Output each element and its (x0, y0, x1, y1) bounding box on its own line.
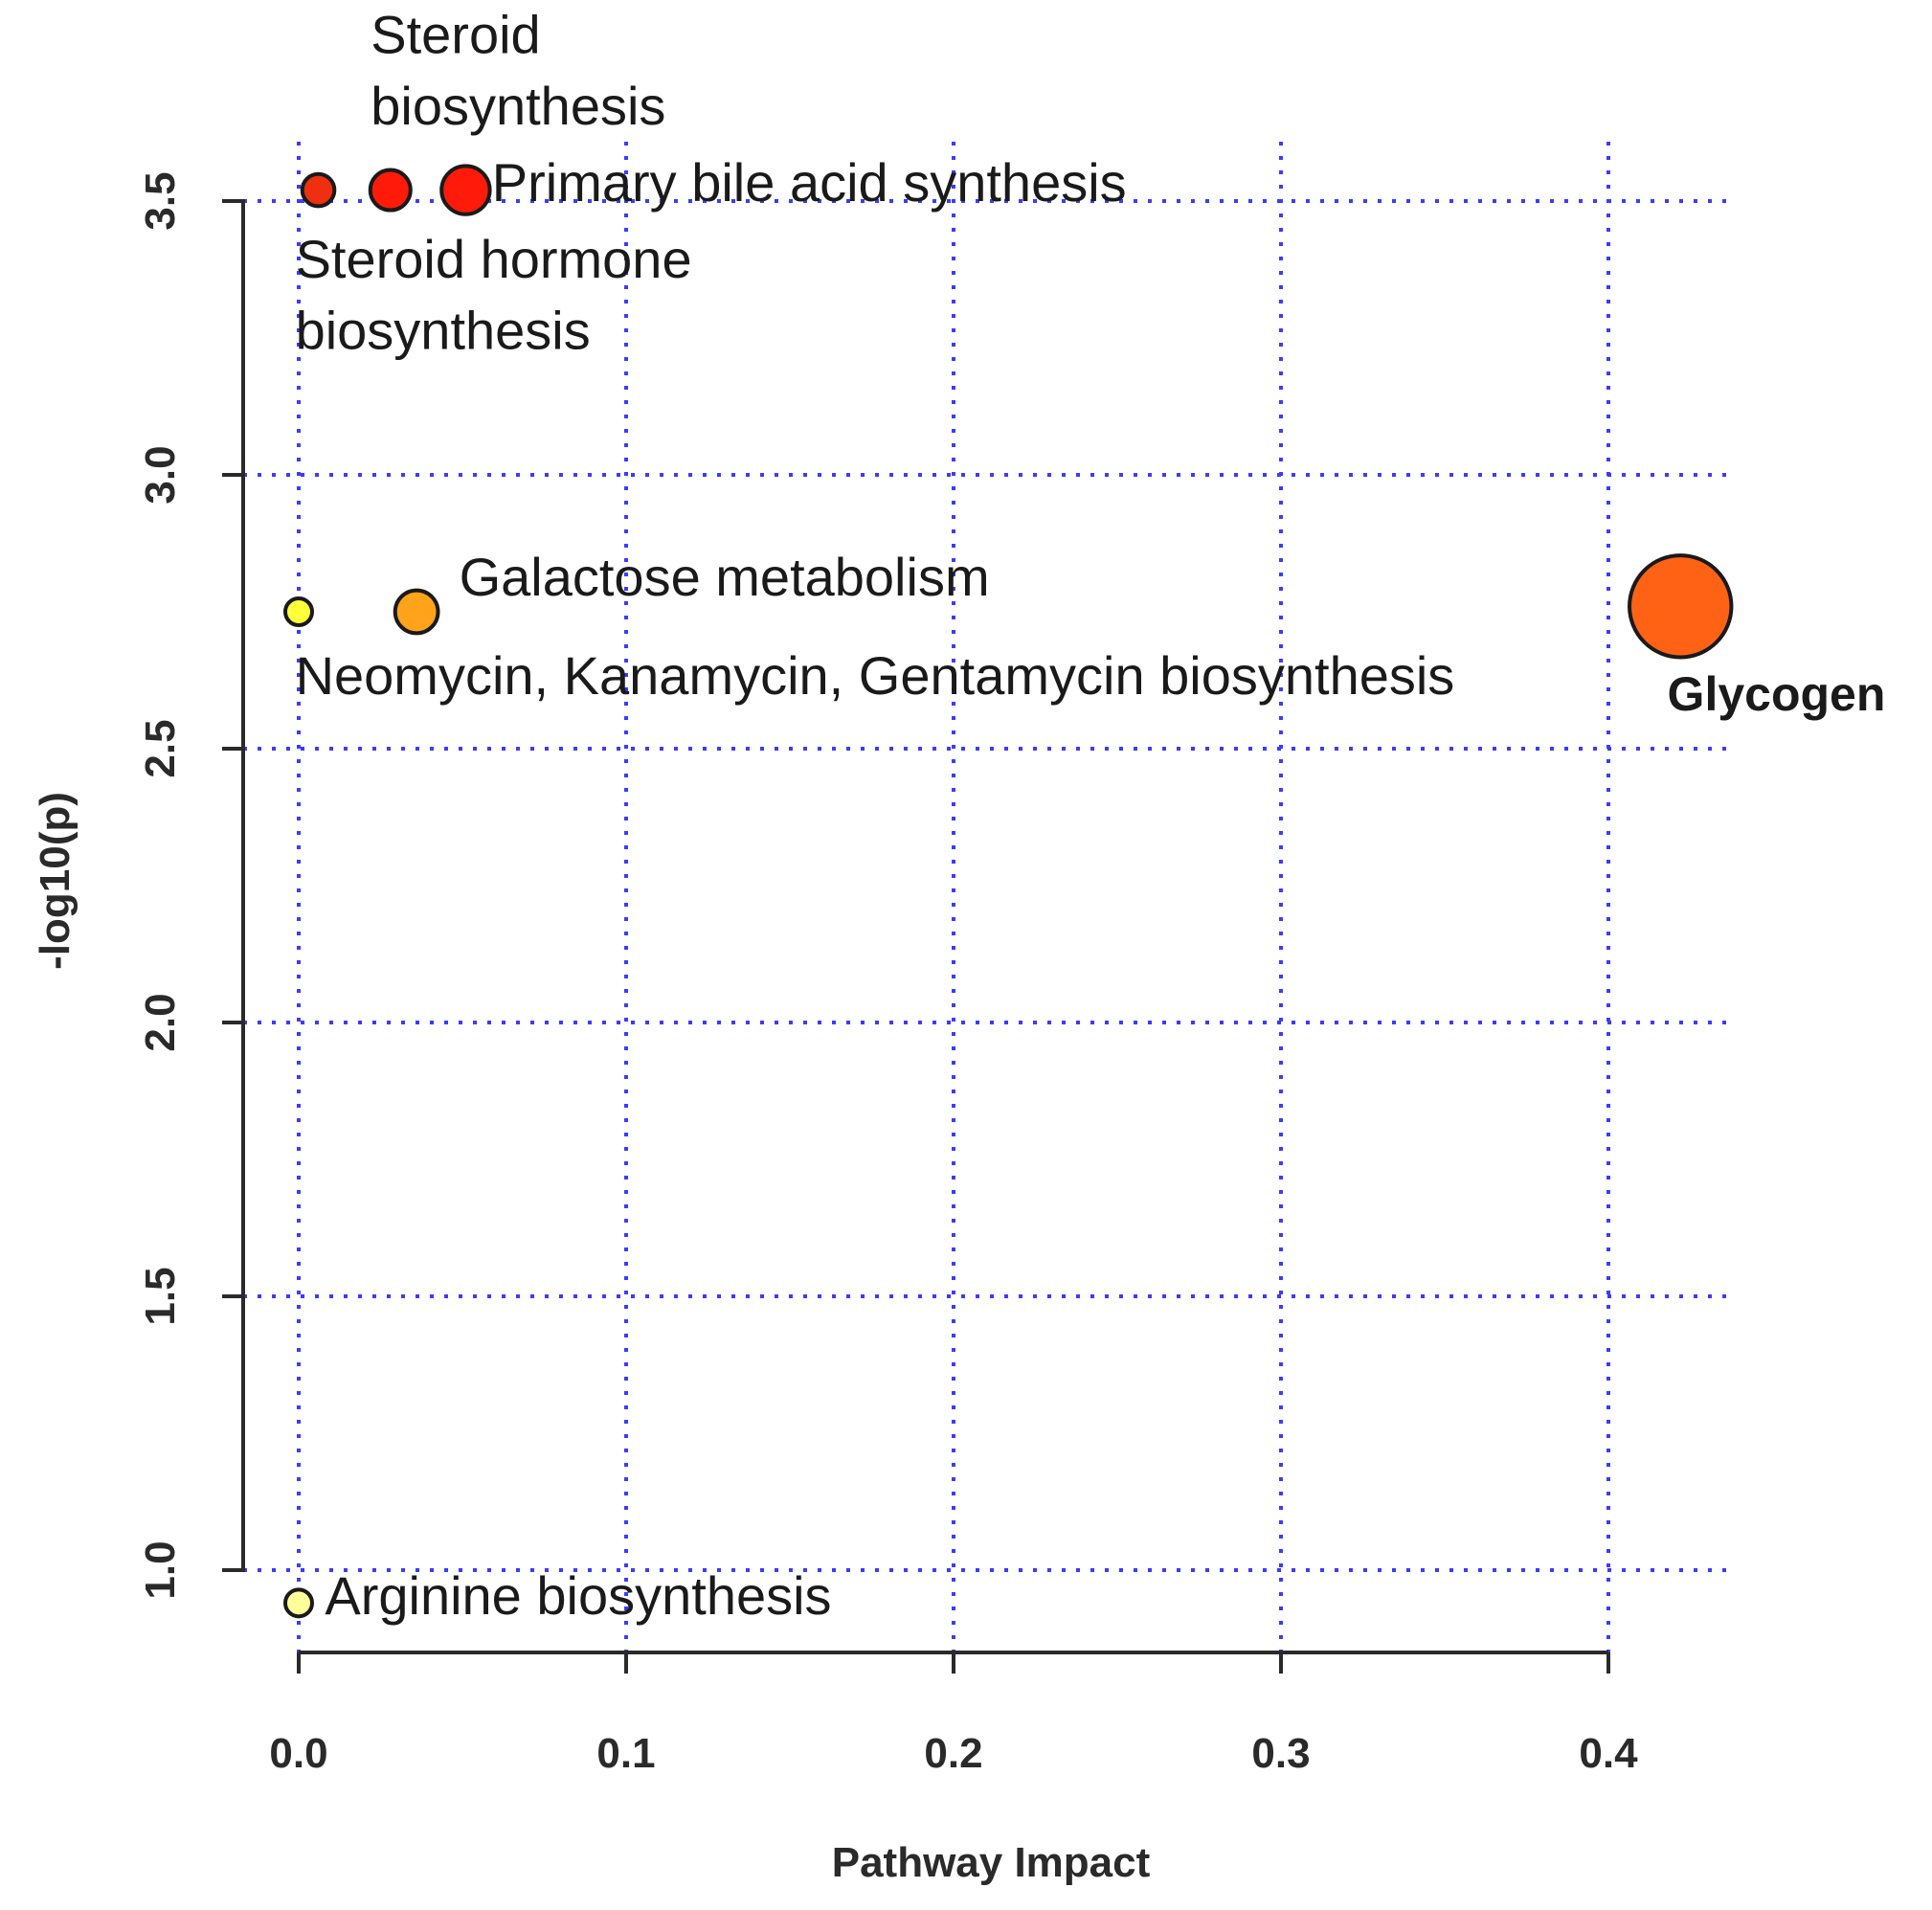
y-tick-label: 1.5 (137, 1267, 184, 1325)
x-tick-label: 0.2 (924, 1730, 982, 1777)
data-point (283, 1587, 314, 1619)
x-tick-label: 0.0 (269, 1730, 327, 1777)
x-tick-label: 0.3 (1251, 1730, 1310, 1777)
axes (222, 199, 1610, 1674)
point-annotation: Neomycin, Kanamycin, Gentamycin biosynth… (296, 645, 1455, 706)
point-annotation: biosynthesis (371, 76, 665, 136)
y-tick-label: 1.0 (137, 1540, 184, 1599)
y-tick-label: 3.0 (137, 445, 184, 504)
point-annotation: Steroid hormone (296, 229, 692, 289)
point-annotation: biosynthesis (296, 300, 591, 360)
y-tick-label: 2.0 (137, 993, 184, 1051)
data-point (1628, 553, 1734, 660)
point-annotation: Galactose metabolism (460, 547, 990, 607)
point-annotation: Glycogen (1668, 667, 1886, 721)
x-tick-label: 0.1 (596, 1730, 655, 1777)
y-axis-label: -log10(p) (32, 792, 79, 970)
data-point (439, 164, 492, 216)
data-point (368, 168, 413, 213)
data-points (283, 164, 1734, 1619)
point-annotation: Arginine biosynthesis (325, 1565, 831, 1626)
y-tick-label: 3.5 (137, 171, 184, 230)
point-annotations: Steroid biosynthesis Primary bile acid syn… (296, 5, 1886, 1626)
y-tick-label: 2.5 (137, 719, 184, 777)
point-annotation: Primary bile acid synthesis (492, 152, 1127, 213)
data-point (393, 588, 440, 636)
tick-labels: 0.0 0.1 0.2 0.3 0.4 1.0 1.5 2.0 2.5 3.0 3.5 (137, 171, 1638, 1777)
point-annotation: Steroid (371, 5, 540, 65)
grid-lines (243, 142, 1729, 1652)
data-point (300, 171, 337, 209)
x-tick-label: 0.4 (1579, 1730, 1638, 1777)
data-point (283, 596, 314, 627)
x-axis-label: Pathway Impact (832, 1839, 1151, 1886)
